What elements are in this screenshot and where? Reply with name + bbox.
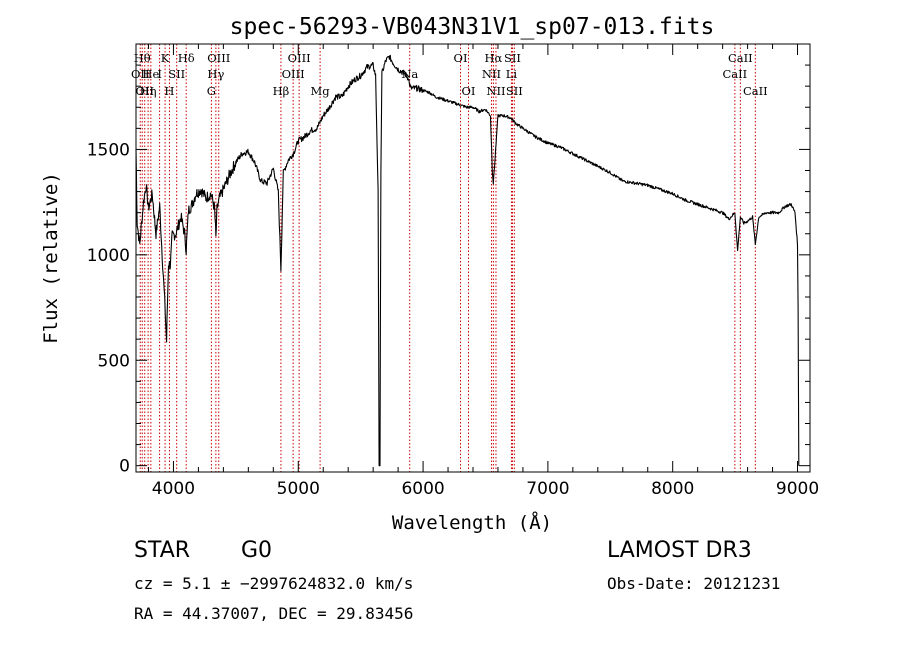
marker-label: Hη — [140, 84, 157, 98]
x-tick-label: 9000 — [776, 479, 819, 499]
coordinates-text: RA = 44.37007, DEC = 29.83456 — [134, 604, 414, 623]
y-tick-label: 0 — [119, 457, 130, 477]
marker-label: Li — [506, 67, 518, 81]
x-tick-label: 8000 — [651, 479, 694, 499]
redshift-text: cz = 5.1 ± −2997624832.0 km/s — [134, 574, 414, 593]
marker-label: Hδ — [178, 51, 195, 65]
marker-label: I — [157, 67, 162, 81]
marker-label: NII — [486, 84, 505, 98]
x-tick-label: 7000 — [526, 479, 569, 499]
marker-label: H — [164, 84, 174, 98]
marker-label: Na — [401, 67, 418, 81]
marker-label: CaII — [728, 51, 753, 65]
marker-label: Hα — [484, 51, 502, 65]
marker-label: SII — [506, 84, 523, 98]
emission-line-labels: OIIHθOIIHηHeIKHSIIHδGHγOIIIHβOIIIOIIIMgN… — [131, 51, 768, 98]
spectrum-chart: spec-56293-VB043N31V1_sp07-013.fits OIIH… — [40, 14, 819, 534]
x-axis-label: Wavelength (Å) — [392, 511, 552, 534]
marker-label: OIII — [288, 51, 311, 65]
marker-label: Mg — [311, 84, 331, 98]
marker-label: G — [207, 84, 216, 98]
spectrum-line — [135, 54, 800, 467]
marker-label: CaII — [743, 84, 768, 98]
x-tick-label: 6000 — [401, 479, 444, 499]
object-subclass: G0 — [241, 538, 273, 563]
marker-label: NII — [482, 67, 501, 81]
marker-label: OIII — [207, 51, 230, 65]
marker-label: Hγ — [207, 67, 224, 81]
observation-date: Obs-Date: 20121231 — [607, 574, 781, 593]
y-tick-label: 1500 — [87, 140, 130, 160]
object-class: STAR — [134, 538, 191, 563]
marker-label: OI — [462, 84, 476, 98]
marker-label: Hβ — [273, 84, 290, 98]
marker-label: He — [142, 67, 159, 81]
y-tick-label: 500 — [98, 351, 130, 371]
y-tick-label: 1000 — [87, 246, 130, 266]
survey-name: LAMOST DR3 — [607, 538, 752, 563]
marker-label: CaII — [722, 67, 747, 81]
marker-label: SII — [504, 51, 521, 65]
chart-title: spec-56293-VB043N31V1_sp07-013.fits — [230, 14, 715, 40]
y-axis-ticks: 0 500 1000 1500 — [87, 64, 810, 477]
marker-label: OIII — [282, 67, 305, 81]
marker-label: SII — [168, 67, 185, 81]
marker-label: OI — [454, 51, 468, 65]
y-axis-label: Flux (relative) — [40, 172, 62, 344]
marker-label: OII — [135, 84, 154, 98]
x-axis-ticks: 4000 5000 6000 7000 8000 9000 — [147, 44, 819, 499]
marker-label: Hθ — [134, 51, 151, 65]
x-tick-label: 4000 — [152, 479, 195, 499]
emission-line-markers — [139, 44, 756, 472]
marker-label: K — [161, 51, 170, 65]
x-tick-label: 5000 — [277, 479, 320, 499]
